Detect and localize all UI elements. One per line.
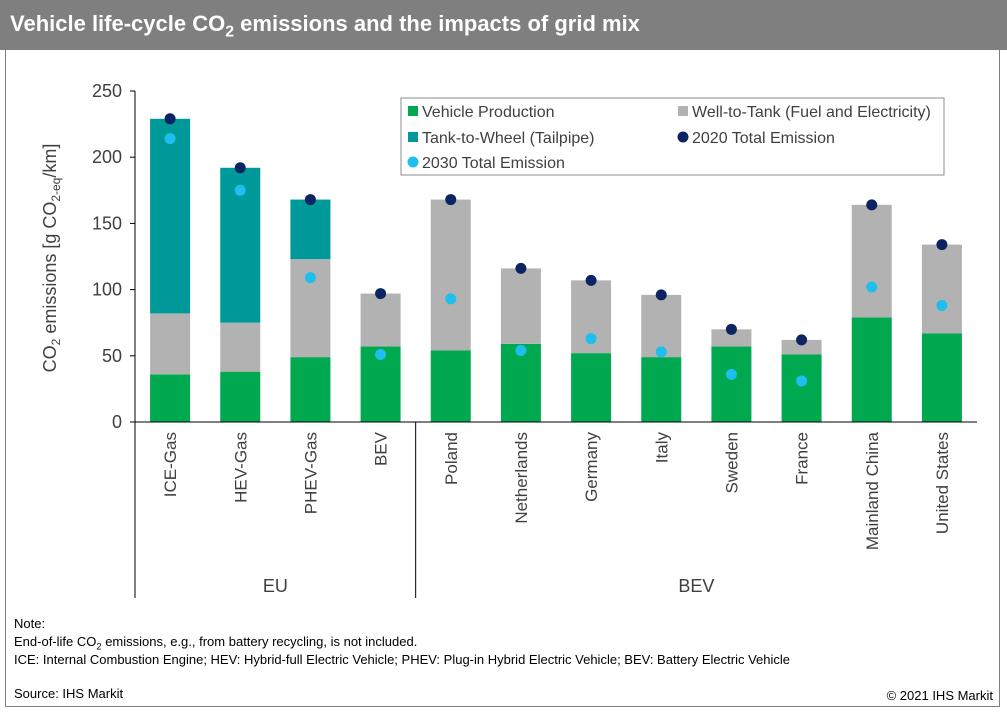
legend-label: 2030 Total Emission	[422, 155, 565, 172]
x-tick-label: BEV	[372, 431, 391, 466]
x-tick-label: Mainland China	[863, 431, 882, 550]
total-emission-dot	[585, 274, 597, 286]
y-tick-label: 200	[92, 147, 122, 167]
y-tick-label: 50	[102, 346, 122, 366]
total-emission-dot	[725, 368, 737, 380]
source-text: Source: IHS Markit	[14, 686, 124, 701]
legend: Vehicle Production Well-to-Tank (Fuel and…	[400, 97, 945, 176]
total-emission-dot	[796, 375, 808, 387]
x-tick-label: Sweden	[722, 432, 741, 493]
total-emission-dot	[655, 346, 667, 358]
note-label: Note:	[14, 616, 46, 631]
legend-marker	[677, 131, 689, 143]
group-label: BEV	[678, 576, 714, 596]
total-emission-dot	[445, 293, 457, 305]
bar-segment	[290, 357, 331, 422]
total-emission-dot	[655, 289, 667, 301]
axes-layer: 0 50 100 150 200 250 ICE-Gas HEV-Gas PHEV-Gas BEV…	[92, 81, 977, 598]
total-emission-dot	[304, 194, 316, 206]
note-end-of-life: End-of-life CO2 emissions, e.g., from ba…	[14, 634, 418, 652]
legend-swatch	[408, 132, 418, 142]
y-tick-label: 250	[92, 81, 122, 101]
legend-label: 2020 Total Emission	[692, 130, 835, 147]
legend-marker	[407, 156, 419, 168]
bar-segment	[220, 371, 261, 422]
bar-segment	[430, 199, 471, 351]
total-emission-dot	[585, 333, 597, 345]
x-tick-label: Germany	[582, 432, 601, 502]
title-bar: Vehicle life-cycle CO2 emissions and the…	[0, 0, 1007, 50]
legend-swatch	[408, 106, 418, 116]
group-label: EU	[263, 576, 288, 596]
x-tick-label: HEV-Gas	[231, 432, 250, 503]
bar-segment	[711, 346, 752, 422]
total-emission-dot	[234, 184, 246, 196]
legend-label: Well-to-Tank (Fuel and Electricity)	[692, 104, 931, 121]
total-emission-dot	[375, 348, 387, 360]
bar-segment	[571, 353, 612, 422]
total-emission-dot	[445, 194, 457, 206]
bar-segment	[781, 339, 822, 355]
total-emission-dot	[936, 299, 948, 311]
bar-segment	[921, 244, 962, 334]
x-tick-label: PHEV-Gas	[301, 432, 320, 514]
total-emission-dot	[936, 239, 948, 251]
total-emission-dot	[796, 334, 808, 346]
total-emission-dot	[164, 133, 176, 145]
bar-segment	[150, 118, 191, 314]
bar-segment	[150, 313, 191, 375]
copyright-text: © 2021 IHS Markit	[886, 688, 993, 703]
bar-segment	[851, 317, 892, 422]
x-tick-label: France	[793, 432, 812, 485]
note-abbreviations: ICE: Internal Combustion Engine; HEV: Hy…	[14, 652, 790, 667]
y-tick-label: 150	[92, 213, 122, 233]
total-emission-dot	[375, 288, 387, 300]
bar-segment	[921, 333, 962, 422]
chart-frame	[5, 50, 1000, 707]
bar-segment	[360, 293, 401, 347]
y-tick-label: 0	[112, 412, 122, 432]
legend-box	[400, 97, 945, 176]
bar-segment	[851, 204, 892, 318]
total-emission-dot	[866, 199, 878, 211]
total-emission-dot	[515, 345, 527, 357]
dots-layer	[164, 113, 948, 387]
x-tick-label: ICE-Gas	[161, 432, 180, 497]
x-tick-label: Poland	[442, 432, 461, 485]
bar-segment	[781, 354, 822, 422]
total-emission-dot	[725, 323, 737, 335]
y-tick-label: 100	[92, 280, 122, 300]
total-emission-dot	[164, 113, 176, 125]
bar-segment	[500, 268, 541, 344]
legend-label: Tank-to-Wheel (Tailpipe)	[422, 130, 595, 147]
bar-segment	[290, 199, 331, 260]
bar-segment	[641, 357, 682, 422]
x-tick-label: United States	[933, 432, 952, 534]
total-emission-dot	[515, 262, 527, 274]
x-tick-label: Netherlands	[512, 432, 531, 524]
x-tick-label: Italy	[652, 432, 671, 464]
bar-segment	[711, 329, 752, 347]
total-emission-dot	[234, 162, 246, 174]
page-title: Vehicle life-cycle CO2 emissions and the…	[10, 11, 640, 41]
y-axis-label: CO2 emissions [g CO2-eq/km]	[40, 144, 63, 373]
total-emission-dot	[304, 272, 316, 284]
bar-segment	[220, 322, 261, 372]
legend-label: Vehicle Production	[422, 104, 555, 121]
bar-segment	[500, 343, 541, 422]
total-emission-dot	[866, 281, 878, 293]
bar-segment	[150, 374, 191, 422]
bar-segment	[430, 350, 471, 422]
legend-swatch	[678, 106, 688, 116]
